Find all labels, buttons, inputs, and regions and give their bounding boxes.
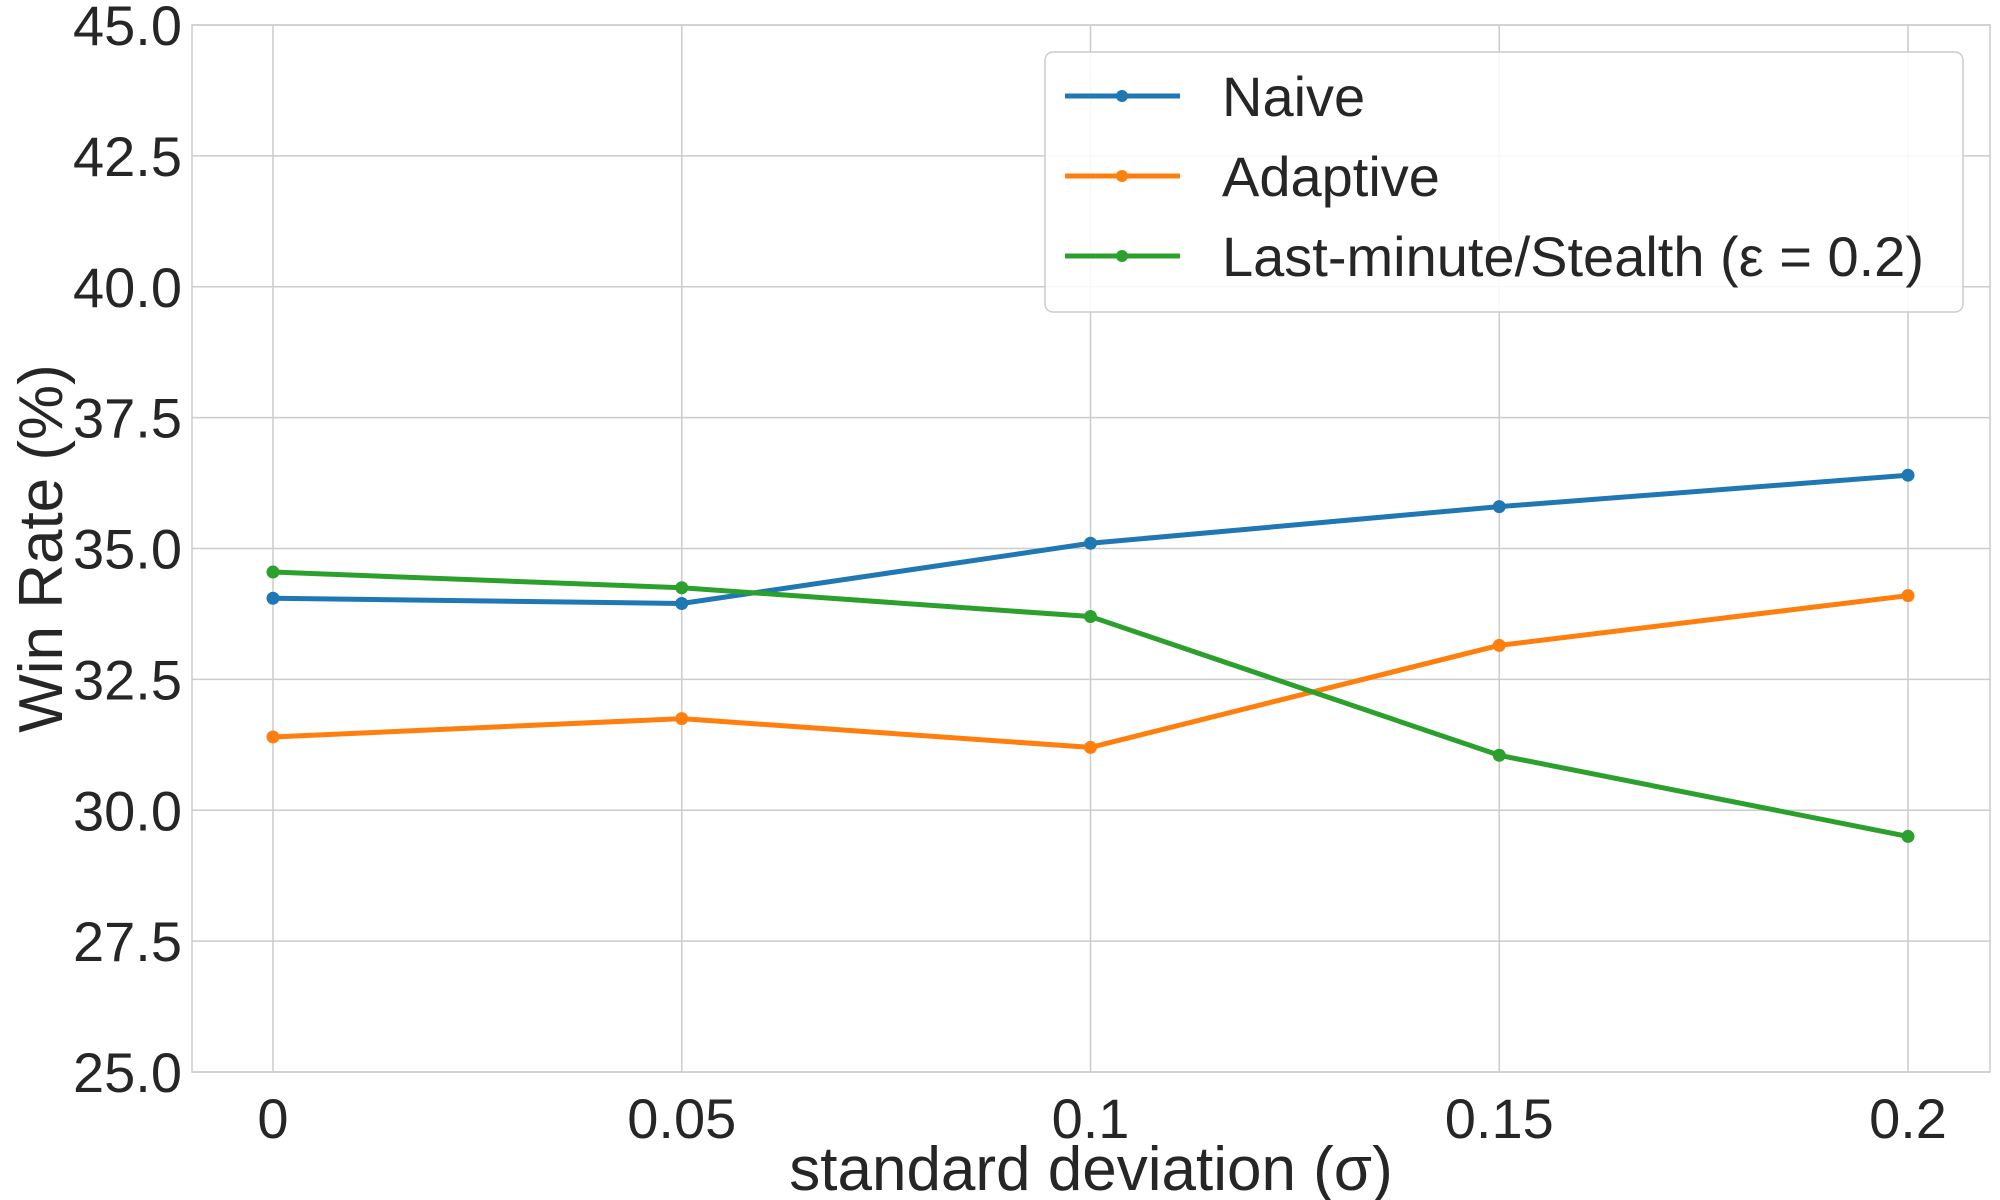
data-point — [266, 565, 280, 579]
series-lines — [266, 468, 1915, 843]
data-point — [1492, 748, 1506, 762]
plot-frame — [191, 24, 1991, 1073]
y-tick-label: 25.0 — [73, 1041, 182, 1104]
series-0 — [266, 468, 1915, 610]
y-tick-label: 45.0 — [73, 0, 182, 57]
data-point — [675, 712, 689, 726]
x-tick-label: 0.15 — [1445, 1087, 1554, 1150]
data-point — [266, 591, 280, 605]
y-axis-ticks: 25.0 27.5 30.0 32.5 35.0 37.5 40.0 42.5 45.0 — [73, 0, 182, 1104]
data-point — [1901, 589, 1915, 603]
legend-marker-adaptive — [1116, 170, 1128, 182]
series-1 — [266, 589, 1915, 754]
x-tick-label: 0 — [257, 1087, 288, 1150]
legend-entry-naive: Naive — [1065, 65, 1365, 128]
x-axis-label: standard deviation (σ) — [789, 1135, 1392, 1200]
y-tick-label: 40.0 — [73, 256, 182, 319]
y-tick-label: 32.5 — [73, 648, 182, 711]
data-point — [1901, 468, 1915, 482]
y-tick-label: 27.5 — [73, 910, 182, 973]
data-point — [1084, 740, 1097, 754]
data-point — [675, 581, 689, 595]
data-point — [1084, 610, 1097, 624]
x-tick-label: 0.2 — [1869, 1087, 1947, 1150]
legend-label-naive: Naive — [1222, 65, 1365, 128]
data-point — [1492, 638, 1506, 652]
legend-label-last-minute-stealth: Last-minute/Stealth (ε = 0.2) — [1222, 225, 1924, 288]
data-point — [675, 596, 689, 610]
x-axis-ticks: 0 0.05 0.1 0.15 0.2 — [257, 1087, 1947, 1150]
legend: Naive Adaptive Last-minute/Stealth (ε = … — [1044, 51, 1964, 313]
data-point — [1901, 829, 1915, 843]
y-tick-label: 35.0 — [73, 518, 182, 581]
legend-marker-last-minute-stealth — [1116, 250, 1128, 262]
y-axis-label: Win Rate (%) — [7, 364, 76, 733]
data-point — [1492, 500, 1506, 514]
legend-box — [1044, 51, 1964, 313]
legend-entry-adaptive: Adaptive — [1065, 145, 1440, 208]
y-tick-label: 42.5 — [73, 125, 182, 188]
y-tick-label: 37.5 — [73, 387, 182, 450]
x-tick-label: 0.1 — [1052, 1087, 1130, 1150]
series-2 — [266, 565, 1915, 843]
legend-marker-naive — [1116, 90, 1128, 102]
x-tick-label: 0.05 — [627, 1087, 736, 1150]
y-tick-label: 30.0 — [73, 779, 182, 842]
data-point — [1084, 536, 1097, 550]
legend-entry-last-minute-stealth: Last-minute/Stealth (ε = 0.2) — [1065, 225, 1924, 288]
legend-label-adaptive: Adaptive — [1222, 145, 1440, 208]
data-point — [266, 730, 280, 744]
